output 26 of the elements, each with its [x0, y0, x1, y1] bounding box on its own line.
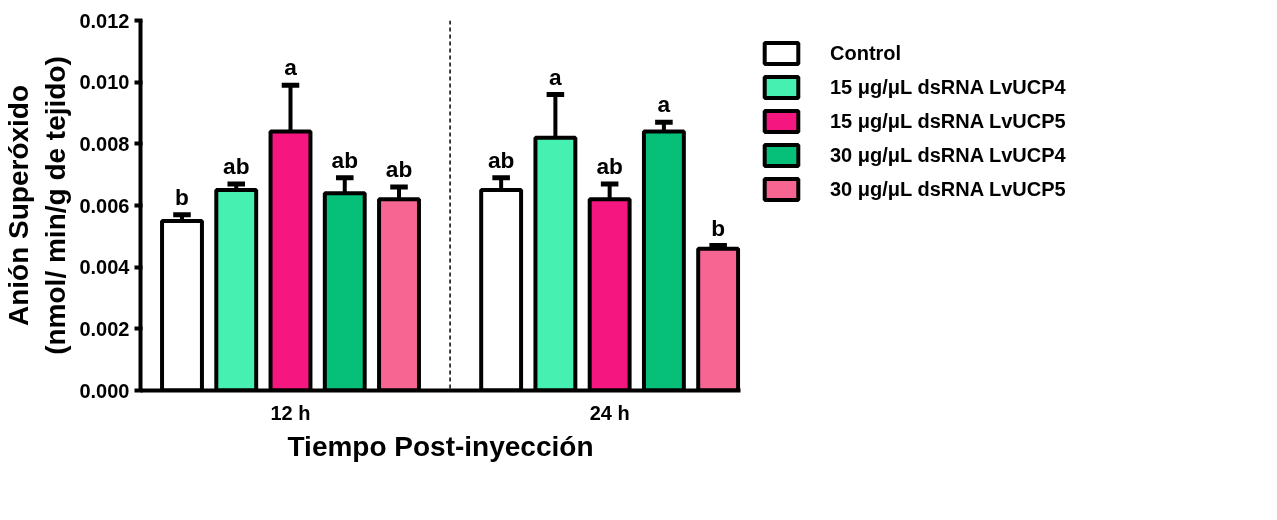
x-tick-label: 24 h: [589, 401, 630, 424]
data-label: ab: [487, 146, 515, 173]
data-label: a: [284, 54, 298, 81]
y-tick-label: 0.002: [79, 317, 130, 340]
y-axis-title: Anión Superóxido (nmol/ min/g de tejido): [3, 56, 72, 355]
data-label: ab: [223, 152, 250, 179]
x-tick-label: 12 h: [270, 401, 311, 424]
data-label: b: [711, 214, 726, 241]
data-label: b: [175, 183, 189, 210]
x-axis-title: Tiempo Post-inyección: [287, 430, 594, 462]
data-label: ab: [596, 152, 623, 179]
legend-label: Control: [830, 41, 902, 65]
data-label: ab: [331, 146, 358, 173]
legend-label: 15 μg/μL dsRNA LvUCP4: [830, 75, 1066, 99]
data-label: ab: [385, 156, 413, 182]
data-label: a: [549, 63, 563, 90]
data-label: a: [657, 91, 671, 118]
legend-label: 30 μg/μL dsRNA LvUCP4: [830, 143, 1066, 167]
y-tick-label: 0.012: [79, 9, 130, 32]
y-tick-label: 0.004: [79, 256, 131, 279]
legend-label: 15 μg/μL dsRNA LvUCP5: [830, 109, 1066, 133]
y-tick-label: 0.008: [79, 132, 130, 155]
y-tick-label: 0.006: [79, 194, 130, 217]
y-tick-label: 0.000: [79, 379, 130, 402]
legend-label: 30 μg/μL dsRNA LvUCP5: [830, 177, 1066, 201]
y-tick-label: 0.010: [79, 71, 130, 94]
